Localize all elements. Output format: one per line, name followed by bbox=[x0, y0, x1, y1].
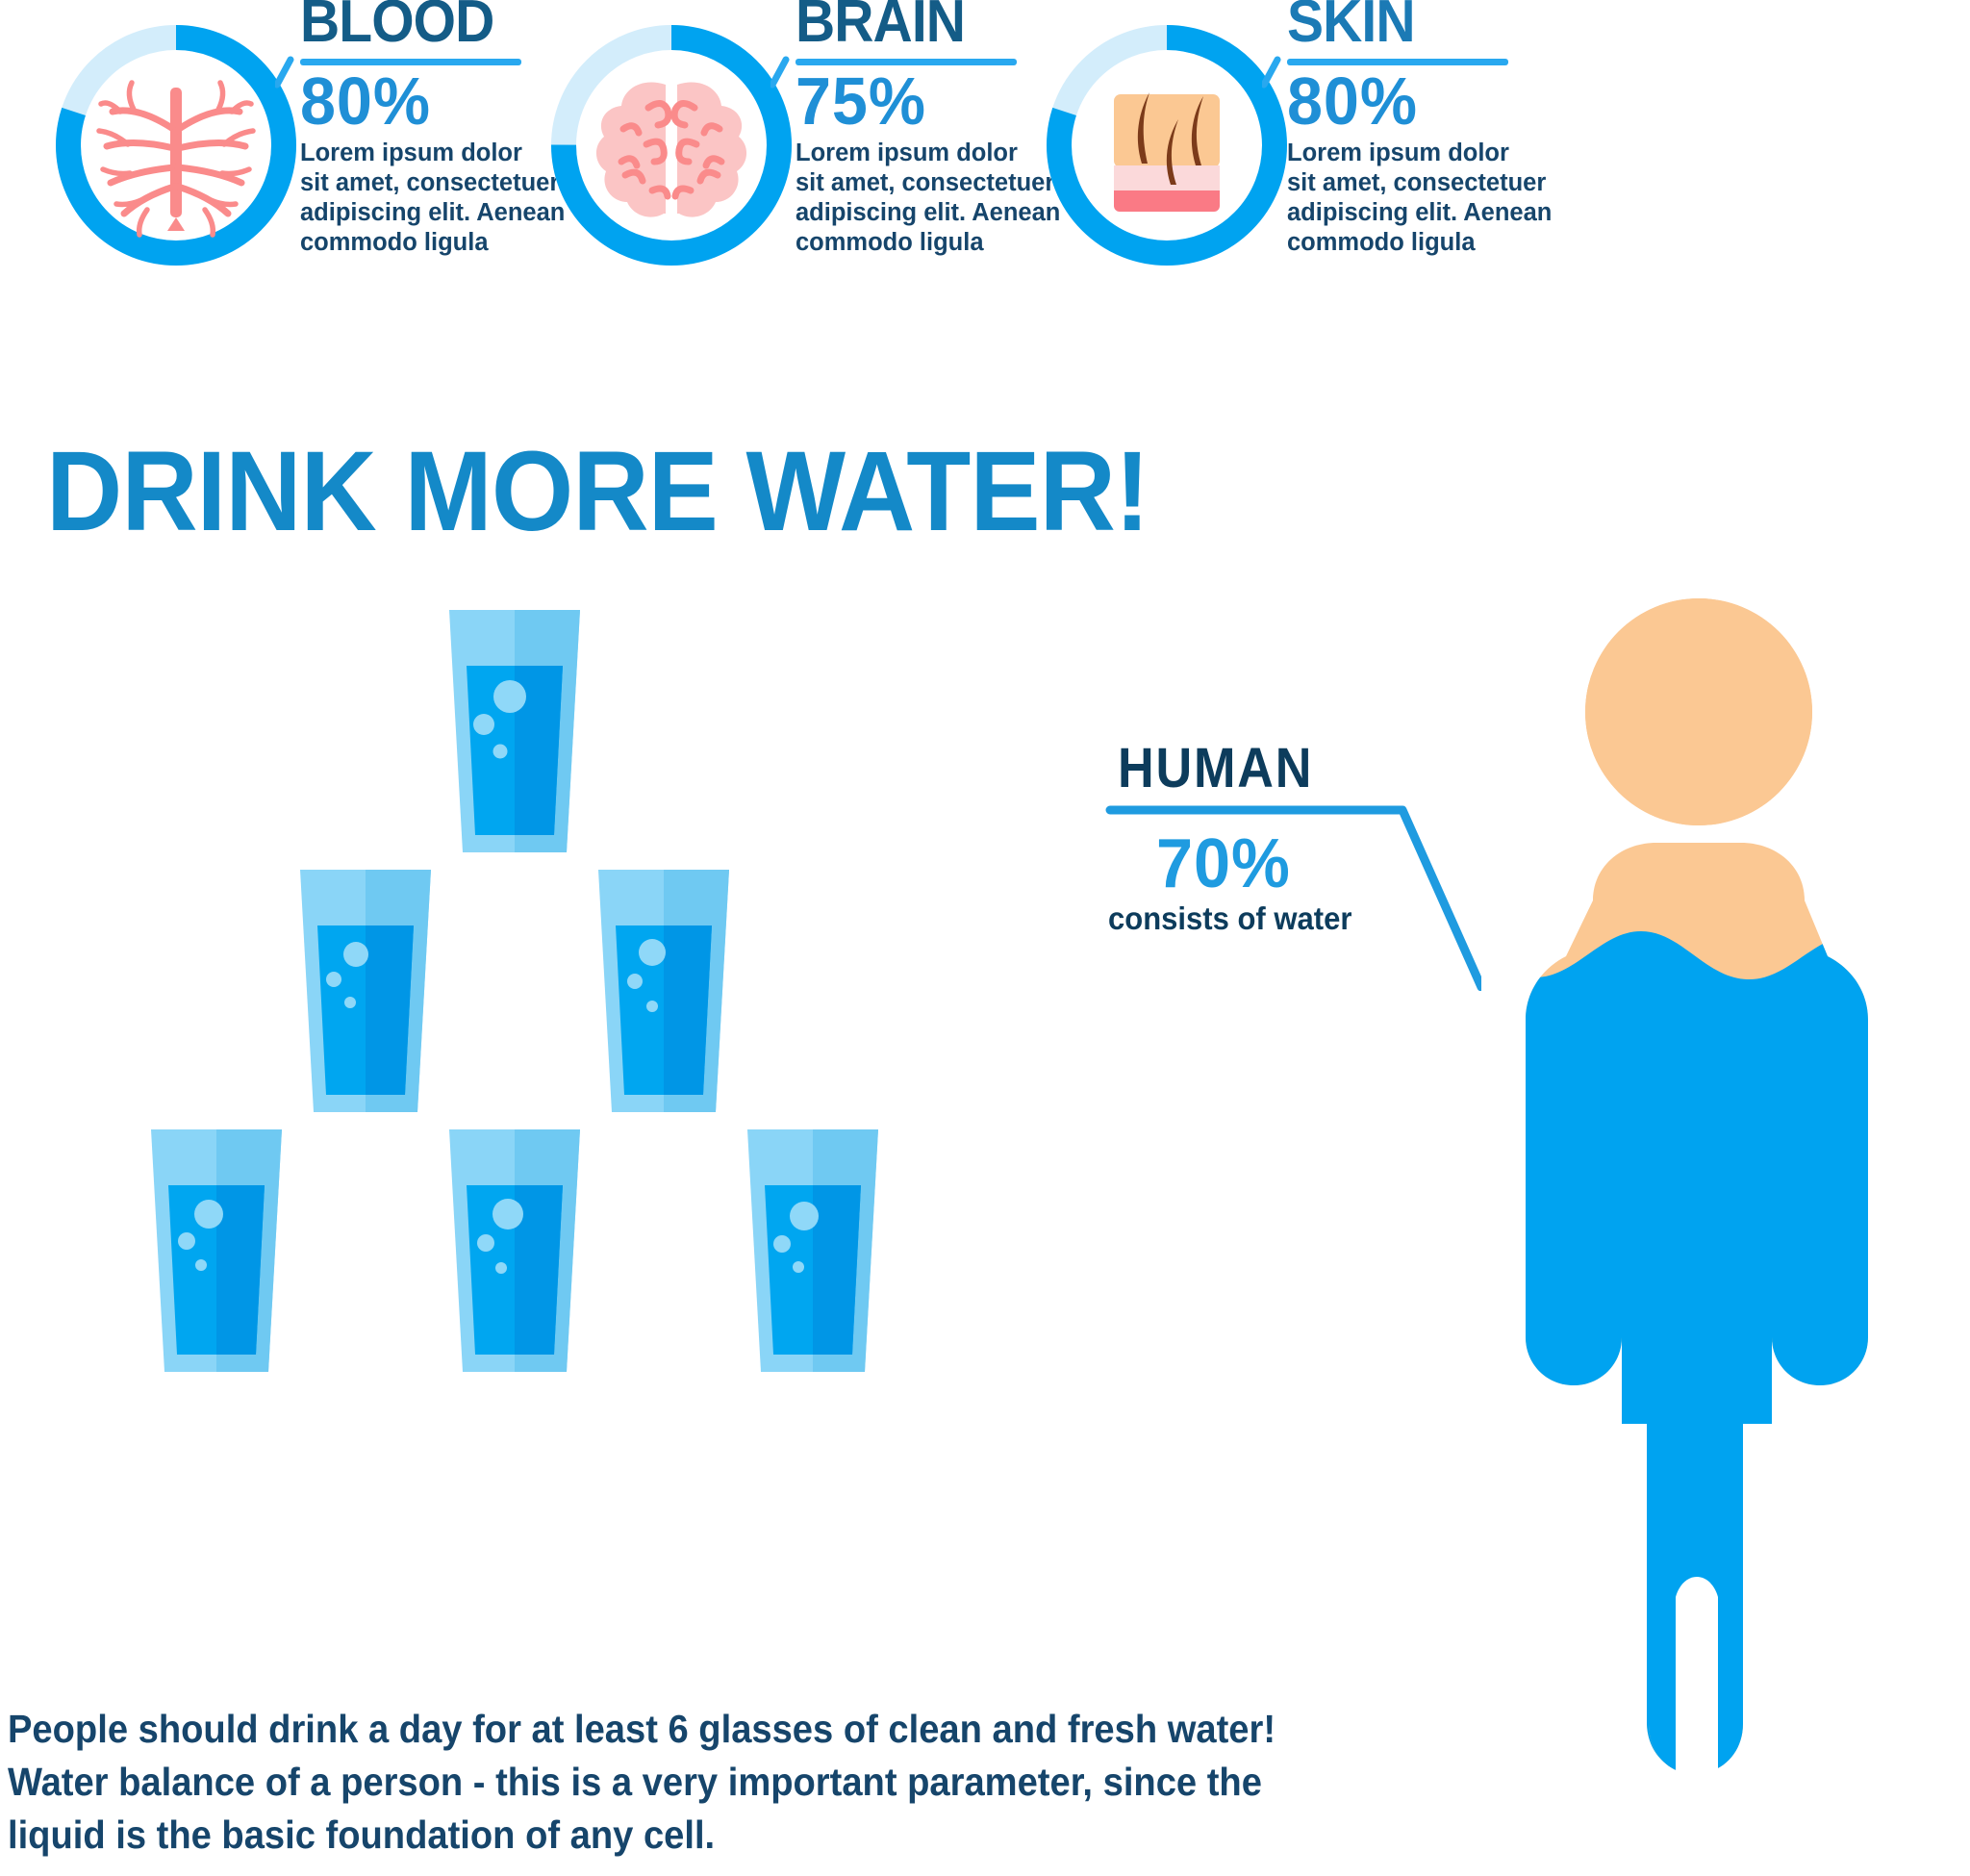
organ-text-skin: SKIN 80% Lorem ipsum dolor sit amet, con… bbox=[1262, 0, 1553, 258]
organ-body-line: Lorem ipsum dolor bbox=[1287, 139, 1509, 166]
donut-chart-blood bbox=[46, 15, 306, 275]
organ-body-line: Lorem ipsum dolor bbox=[796, 139, 1018, 166]
organ-body-blood: Lorem ipsum dolor sit amet, consectetuer… bbox=[300, 139, 566, 258]
water-glass-icon bbox=[449, 1129, 580, 1372]
callout-elbow-icon bbox=[1262, 56, 1281, 89]
organ-callout-rule-skin bbox=[1262, 56, 1528, 89]
organ-text-blood: BLOOD 80% Lorem ipsum dolor sit amet, co… bbox=[275, 0, 566, 258]
organ-title-brain: BRAIN bbox=[796, 0, 966, 55]
organ-text-brain: BRAIN 75% Lorem ipsum dolor sit amet, co… bbox=[770, 0, 1061, 258]
human-leg-gap-mask bbox=[1676, 1577, 1718, 1780]
organ-body-line: sit amet, consectetuer bbox=[796, 169, 1055, 196]
organ-callout-rule-brain bbox=[770, 56, 1036, 89]
bottom-text-line: People should drink a day for at least 6… bbox=[8, 1707, 1276, 1751]
brain-donut-svg bbox=[551, 25, 792, 266]
brain-icon bbox=[595, 82, 747, 217]
donut-chart-skin bbox=[1037, 15, 1297, 275]
bottom-description: People should drink a day for at least 6… bbox=[8, 1703, 1403, 1862]
organ-callout-rule-blood bbox=[275, 56, 541, 89]
water-glass-icon bbox=[151, 1129, 282, 1372]
organ-card-skin: SKIN 80% Lorem ipsum dolor sit amet, con… bbox=[1020, 0, 1553, 298]
callout-elbow-icon bbox=[275, 56, 294, 89]
water-glass-icon bbox=[747, 1129, 878, 1372]
donut-chart-brain bbox=[542, 15, 801, 275]
organ-rule-bar bbox=[300, 59, 521, 65]
page-title: DRINK MORE WATER! bbox=[46, 428, 1149, 555]
blood-vessels-icon bbox=[96, 80, 256, 238]
water-glasses-pyramid bbox=[0, 606, 1077, 1372]
organ-percent-skin: 80% bbox=[1287, 63, 1418, 139]
organ-card-blood: BLOOD 80% Lorem ipsum dolor sit amet, co… bbox=[29, 0, 566, 298]
water-glass-icon bbox=[598, 870, 729, 1112]
organ-percent-brain: 75% bbox=[796, 63, 926, 139]
water-glass-icon bbox=[300, 870, 431, 1112]
human-callout: HUMAN 70% consists of water bbox=[1068, 737, 1481, 991]
organ-body-skin: Lorem ipsum dolor sit amet, consectetuer… bbox=[1287, 139, 1553, 258]
organ-body-line: sit amet, consectetuer bbox=[300, 169, 560, 196]
bottom-text-line: Water balance of a person - this is a ve… bbox=[8, 1760, 1262, 1804]
organ-body-line: commodo ligula bbox=[1287, 229, 1476, 256]
organ-body-line: Lorem ipsum dolor bbox=[300, 139, 522, 166]
callout-elbow-icon bbox=[770, 56, 790, 89]
organ-body-line: sit amet, consectetuer bbox=[1287, 169, 1547, 196]
organ-percent-blood: 80% bbox=[300, 63, 431, 139]
human-callout-title: HUMAN bbox=[1118, 737, 1314, 799]
organ-body-line: commodo ligula bbox=[796, 229, 984, 256]
organ-title-skin: SKIN bbox=[1287, 0, 1416, 55]
organ-rule-bar bbox=[796, 59, 1017, 65]
human-callout-percent: 70% bbox=[1156, 825, 1291, 902]
organ-body-line: adipiscing elit. Aenean bbox=[796, 199, 1061, 226]
organ-body-line: adipiscing elit. Aenean bbox=[1287, 199, 1553, 226]
organ-title-blood: BLOOD bbox=[300, 0, 494, 55]
skin-donut-svg bbox=[1047, 25, 1287, 266]
water-glass-icon bbox=[449, 610, 580, 852]
blood-donut-svg bbox=[56, 25, 296, 266]
organ-rule-bar bbox=[1287, 59, 1508, 65]
organ-card-brain: BRAIN 75% Lorem ipsum dolor sit amet, co… bbox=[524, 0, 1061, 298]
skin-layers-icon bbox=[1114, 92, 1220, 212]
organ-body-brain: Lorem ipsum dolor sit amet, consectetuer… bbox=[796, 139, 1061, 258]
organ-stats-row: BLOOD 80% Lorem ipsum dolor sit amet, co… bbox=[0, 0, 1970, 298]
organ-body-line: commodo ligula bbox=[300, 229, 489, 256]
human-callout-subtitle: consists of water bbox=[1108, 900, 1352, 936]
organ-body-line: adipiscing elit. Aenean bbox=[300, 199, 566, 226]
human-callout-connector-icon bbox=[1105, 805, 1481, 991]
bottom-text-line: liquid is the basic foundation of any ce… bbox=[8, 1813, 716, 1857]
